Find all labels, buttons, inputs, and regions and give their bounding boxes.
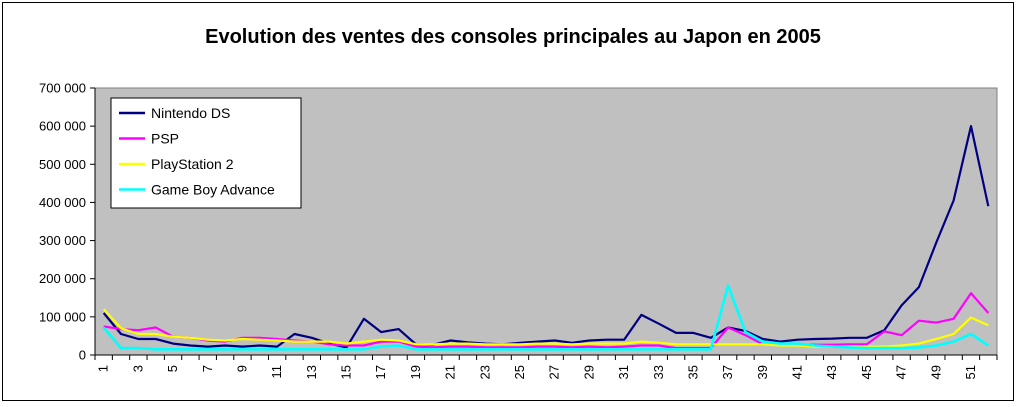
y-tick-label: 700 000 [39, 81, 86, 96]
x-tick-label: 47 [894, 365, 909, 379]
series-line-nintendo-ds [102, 124, 990, 349]
x-tick-label: 37 [720, 365, 735, 379]
x-tick-label: 5 [165, 365, 180, 372]
y-tick-label: 400 000 [39, 195, 86, 210]
y-tick-label: 0 [79, 348, 86, 363]
x-tick-label: 13 [304, 365, 319, 379]
y-tick-label: 600 000 [39, 119, 86, 134]
x-tick-label: 3 [130, 365, 145, 372]
x-tick-label: 9 [234, 365, 249, 372]
x-tick-label: 45 [859, 365, 874, 379]
x-tick-label: 31 [616, 365, 631, 379]
legend: Nintendo DS PSP PlayStation 2 Game Boy Adva… [110, 97, 302, 209]
legend-label: Game Boy Advance [151, 182, 275, 198]
legend-label: Nintendo DS [151, 105, 230, 121]
x-tick-label: 51 [963, 365, 978, 379]
x-axis: 1 3 5 7 9 11 13 15 17 19 21 23 25 27 29 31 33 35 37 39 41 43 4… [94, 354, 998, 379]
legend-label: PSP [151, 131, 179, 147]
legend-label: PlayStation 2 [151, 156, 234, 172]
y-tick-label: 300 000 [39, 233, 86, 248]
series-layer [102, 124, 990, 351]
x-tick-label: 15 [339, 365, 354, 379]
x-tick-label: 43 [824, 365, 839, 379]
x-tick-label: 39 [755, 365, 770, 379]
x-tick-label: 33 [651, 365, 666, 379]
y-tick-label: 100 000 [39, 309, 86, 324]
y-tick-label: 500 000 [39, 157, 86, 172]
x-tick-label: 27 [547, 365, 562, 379]
x-tick-label: 49 [928, 365, 943, 379]
chart-title: Evolution des ventes des consoles princi… [205, 26, 821, 48]
x-tick-label: 21 [443, 365, 458, 379]
x-tick-label: 23 [477, 365, 492, 379]
x-tick-label: 29 [581, 365, 596, 379]
x-tick-label: 1 [96, 365, 111, 372]
x-tick-label: 11 [269, 365, 284, 379]
y-axis: 0 100 000 200 000 300 000 400 000 500 000 600 … [39, 81, 96, 363]
x-tick-label: 17 [373, 365, 388, 379]
series-line-psp [103, 292, 990, 350]
x-tick-label: 25 [512, 365, 527, 379]
x-tick-label: 41 [790, 365, 805, 379]
series-line-game-boy-advance [102, 284, 990, 351]
line-chart: Evolution des ventes des consoles princi… [39, 26, 998, 379]
x-tick-label: 7 [200, 365, 215, 372]
x-tick-label: 19 [408, 365, 423, 379]
x-tick-label: 35 [685, 365, 700, 379]
chart-frame: Evolution des ventes des consoles princi… [2, 2, 1014, 401]
y-tick-label: 200 000 [39, 271, 86, 286]
